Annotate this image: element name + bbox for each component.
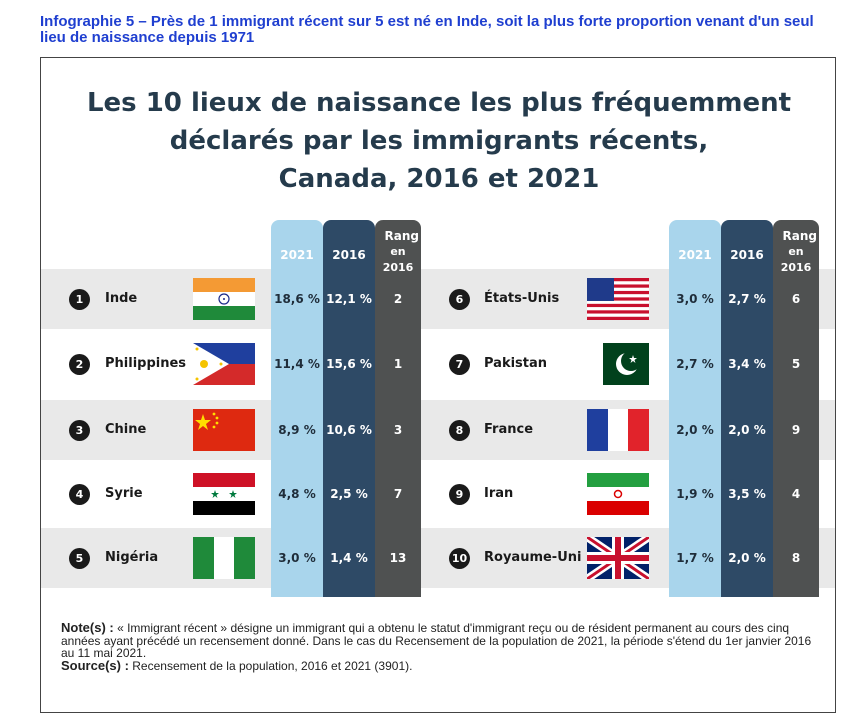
uk-flag-icon	[584, 533, 652, 583]
rank-badge: 7	[449, 354, 470, 375]
header-2021-left: 2021	[280, 248, 314, 262]
country-name: Inde	[105, 291, 138, 306]
header-rank-right: Rang en 2016	[773, 228, 819, 276]
country-name: Syrie	[105, 486, 143, 501]
value-2021: 8,9 %	[278, 423, 316, 437]
header-rank-line1: Rang	[782, 229, 817, 243]
column-2016-right	[721, 220, 773, 597]
rank-2016: 2	[393, 292, 403, 306]
header-rank-line2: en 2016	[780, 245, 812, 274]
country-name: Philippines	[105, 356, 187, 371]
value-2016: 3,4 %	[728, 357, 766, 371]
rank-badge: 6	[449, 289, 470, 310]
header-2016-left: 2016	[332, 248, 366, 262]
column-rank-left	[375, 220, 421, 597]
nigeria-flag-icon	[193, 537, 255, 579]
china-flag-icon	[193, 409, 255, 451]
value-2016: 3,5 %	[728, 487, 766, 501]
title-line-1: Les 10 lieux de naissance les plus fréqu…	[86, 88, 792, 118]
rank-2016: 7	[393, 487, 403, 501]
title-line-3: Canada, 2016 et 2021	[278, 164, 600, 194]
iran-flag-icon	[587, 473, 649, 515]
header-rank-line1: Rang	[384, 229, 419, 243]
usa-flag-icon	[587, 278, 649, 320]
infographic-title: Les 10 lieux de naissance les plus fréqu…	[41, 84, 835, 198]
value-2021: 2,0 %	[676, 423, 714, 437]
infographic-card: Les 10 lieux de naissance les plus fréqu…	[40, 57, 836, 713]
column-2021-left	[271, 220, 323, 597]
country-name: Chine	[105, 422, 147, 437]
india-flag-icon	[193, 278, 255, 320]
source-label: Source(s) :	[61, 657, 129, 673]
rank-badge: 1	[69, 289, 90, 310]
notes-section: Note(s) : « Immigrant récent » désigne u…	[61, 620, 821, 673]
note-label: Note(s) :	[61, 620, 114, 635]
rank-2016: 9	[791, 423, 801, 437]
rank-2016: 3	[393, 423, 403, 437]
note-text: « Immigrant récent » désigne un immigran…	[61, 621, 812, 660]
country-name: Iran	[484, 486, 514, 501]
france-flag-icon	[587, 409, 649, 451]
country-name: France	[484, 422, 534, 437]
value-2021: 4,8 %	[278, 487, 316, 501]
value-2021: 1,9 %	[676, 487, 714, 501]
value-2016: 10,6 %	[326, 423, 372, 437]
value-2021: 2,7 %	[676, 357, 714, 371]
title-line-2: déclarés par les immigrants récents,	[169, 126, 709, 156]
country-name: Pakistan	[484, 356, 548, 371]
value-2016: 2,7 %	[728, 292, 766, 306]
rank-2016: 6	[791, 292, 801, 306]
rank-badge: 10	[449, 548, 470, 569]
header-2021-right: 2021	[678, 248, 712, 262]
column-2021-right	[669, 220, 721, 597]
figure-caption: Infographie 5 – Près de 1 immigrant réce…	[40, 13, 814, 46]
rank-2016: 1	[393, 357, 403, 371]
value-2016: 2,0 %	[728, 423, 766, 437]
rank-2016: 5	[791, 357, 801, 371]
source-text: Recensement de la population, 2016 et 20…	[132, 658, 413, 673]
value-2021: 18,6 %	[274, 292, 320, 306]
header-rank-left: Rang en 2016	[375, 228, 421, 276]
value-2021: 3,0 %	[676, 292, 714, 306]
rank-badge: 9	[449, 484, 470, 505]
rank-2016: 8	[791, 551, 801, 565]
value-2021: 11,4 %	[274, 357, 320, 371]
rank-2016: 13	[389, 551, 407, 565]
rank-badge: 3	[69, 420, 90, 441]
syria-flag-icon	[193, 473, 255, 515]
country-name: États-Unis	[484, 291, 560, 306]
value-2021: 1,7 %	[676, 551, 714, 565]
header-2016-right: 2016	[730, 248, 764, 262]
country-name: Royaume-Uni	[484, 550, 582, 565]
country-name: Nigéria	[105, 550, 159, 565]
value-2016: 2,5 %	[330, 487, 368, 501]
value-2016: 1,4 %	[330, 551, 368, 565]
value-2016: 2,0 %	[728, 551, 766, 565]
column-rank-right	[773, 220, 819, 597]
rank-badge: 2	[69, 354, 90, 375]
value-2016: 12,1 %	[326, 292, 372, 306]
rank-2016: 4	[791, 487, 801, 501]
column-2016-left	[323, 220, 375, 597]
header-rank-line2: en 2016	[382, 245, 414, 274]
rank-badge: 5	[69, 548, 90, 569]
rank-badge: 8	[449, 420, 470, 441]
value-2021: 3,0 %	[278, 551, 316, 565]
pakistan-flag-icon	[587, 343, 649, 385]
rank-badge: 4	[69, 484, 90, 505]
philippines-flag-icon	[193, 343, 255, 385]
value-2016: 15,6 %	[326, 357, 372, 371]
